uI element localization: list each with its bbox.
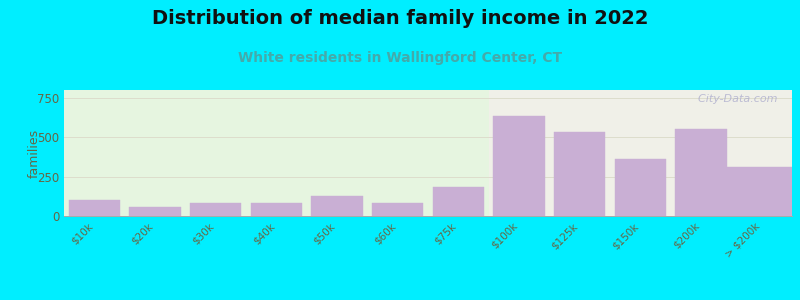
Text: White residents in Wallingford Center, CT: White residents in Wallingford Center, C…: [238, 51, 562, 65]
Bar: [614, 158, 666, 216]
Bar: [372, 202, 423, 216]
Bar: [311, 196, 362, 216]
Bar: [554, 132, 606, 216]
Bar: [130, 206, 181, 216]
Bar: [716, 167, 800, 216]
Bar: [489, 90, 792, 216]
Text: Distribution of median family income in 2022: Distribution of median family income in …: [152, 9, 648, 28]
Text: City-Data.com: City-Data.com: [691, 94, 778, 104]
Bar: [250, 203, 302, 216]
Bar: [69, 200, 120, 216]
Bar: [64, 90, 489, 216]
Bar: [433, 187, 484, 216]
Bar: [675, 129, 726, 216]
Bar: [494, 116, 545, 216]
Bar: [190, 203, 242, 216]
Y-axis label: families: families: [28, 128, 41, 178]
